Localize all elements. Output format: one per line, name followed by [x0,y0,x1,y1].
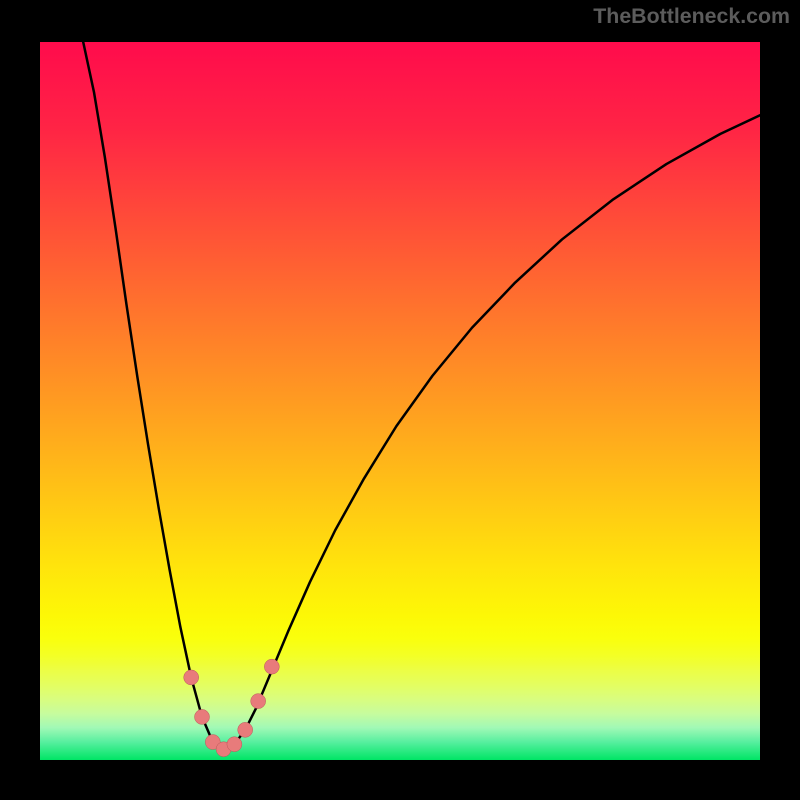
curve-marker [227,737,242,752]
curve-marker [184,670,199,685]
curve-overlay [40,42,760,760]
curve-marker [195,709,210,724]
curve-marker [251,694,266,709]
curve-marker [264,659,279,674]
curve-markers [184,659,280,757]
bottleneck-curve [83,42,760,749]
plot-area [40,42,760,760]
chart-root: TheBottleneck.com [0,0,800,800]
attribution-label: TheBottleneck.com [593,4,790,29]
curve-marker [238,722,253,737]
